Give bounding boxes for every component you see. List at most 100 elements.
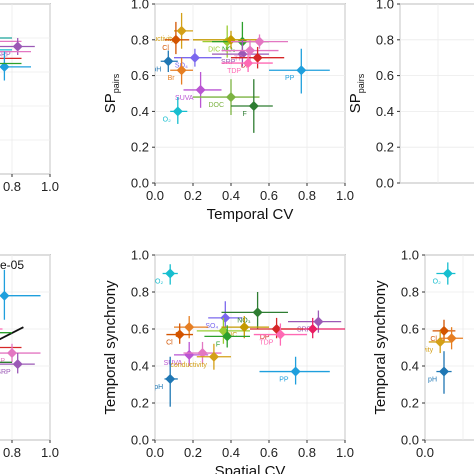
y-tick-label: 0.8 xyxy=(401,285,419,300)
data-point-label: DOC xyxy=(208,102,224,109)
data-point-diamond xyxy=(165,373,176,384)
y-tick-label: 0.2 xyxy=(131,396,149,411)
panel-top-left: 0.00.20.40.60.81.0CVSRPO₂TPDPPP xyxy=(0,3,59,194)
data-point-diamond xyxy=(239,322,250,333)
x-tick-label: 1.0 xyxy=(41,179,59,194)
points-layer: conductivityClDICNO₃SO₄SRPTPDPTDPpHBrPPS… xyxy=(152,12,330,133)
plot-area xyxy=(0,3,51,175)
data-point-label: DP xyxy=(241,63,251,70)
x-tick-label: 1.0 xyxy=(41,445,59,460)
data-point-label: SUVA xyxy=(175,95,194,102)
data-point-diamond xyxy=(226,92,236,103)
data-point-diamond xyxy=(197,348,208,359)
x-axis-label: Temporal CV xyxy=(207,206,294,223)
data-point-diamond xyxy=(189,52,200,63)
data-point-diamond xyxy=(254,36,265,47)
y-tick-label: 1.0 xyxy=(131,248,149,263)
data-point-diamond xyxy=(442,268,453,279)
y-axis-label-main: SP xyxy=(102,93,119,113)
y-tick-label: 0.6 xyxy=(401,322,419,337)
data-point-label: SRP xyxy=(297,327,312,334)
y-tick-label: 0.6 xyxy=(376,68,394,83)
data-point-diamond xyxy=(222,331,233,342)
data-point-label: Br xyxy=(168,75,176,82)
x-tick-label: 0.8 xyxy=(298,188,316,203)
data-point-diamond xyxy=(439,366,449,377)
data-point-label: conductivity xyxy=(397,347,434,354)
x-tick-label: 0.0 xyxy=(416,445,434,460)
y-axis-label: SPpairs xyxy=(347,73,366,113)
y-tick-label: 0.2 xyxy=(376,140,394,155)
y-axis-label-main: Temporal synchrony xyxy=(102,280,119,415)
y-axis-label-main: SP xyxy=(347,93,364,113)
x-tick-label: 0.6 xyxy=(260,188,278,203)
data-point-label: DP xyxy=(0,358,5,365)
data-point-label: conductivity xyxy=(170,362,207,369)
x-tick-label: 0.6 xyxy=(260,445,278,460)
y-axis-label: SPpairs xyxy=(102,73,121,113)
data-point-diamond xyxy=(184,322,195,333)
x-tick-label: 0.8 xyxy=(3,179,21,194)
data-point-label: Cl xyxy=(430,336,437,343)
data-point-diamond xyxy=(12,41,23,52)
panel-bottom-right: 0.00.0 0.2 0.4 0.6 0.8 1.0 Temporal synchrony O… xyxy=(372,248,474,460)
data-point-diamond xyxy=(7,348,17,359)
data-point-diamond xyxy=(248,101,259,112)
y-axis-label-subscript: pairs xyxy=(356,73,366,93)
y-tick-label: 0.4 xyxy=(131,359,149,374)
y-tick-label: 0.4 xyxy=(401,359,419,374)
x-tick-label: 0.2 xyxy=(184,445,202,460)
data-point-label: F xyxy=(243,111,247,118)
x-tick-label: 1.0 xyxy=(336,188,354,203)
y-axis-label-subscript: pairs xyxy=(111,73,121,93)
data-point-diamond xyxy=(252,52,263,63)
y-tick-label: 1.0 xyxy=(131,0,149,12)
data-point-diamond xyxy=(208,351,219,362)
y-tick-label: 0.4 xyxy=(131,104,149,119)
data-point-diamond xyxy=(12,359,23,370)
x-tick-label: 0.0 xyxy=(146,188,164,203)
points-layer: O₂ Cl conductivity pH xyxy=(397,262,463,394)
data-point-diamond xyxy=(226,34,236,45)
data-point-diamond xyxy=(176,65,187,76)
data-point-diamond xyxy=(237,49,248,60)
data-point-label: SRP xyxy=(0,369,11,376)
data-point-diamond xyxy=(307,324,318,334)
data-point-diamond xyxy=(170,34,181,45)
data-point-label: PP xyxy=(285,75,295,82)
x-tick-label: 0.4 xyxy=(222,445,240,460)
data-point-label: SUVA xyxy=(164,360,183,367)
data-point-diamond xyxy=(243,58,254,69)
points-layer: O₂SO₄NO₃SRPBrClDICFDPTDPSUVAconductivity… xyxy=(155,264,345,407)
data-point-diamond xyxy=(174,329,185,340)
data-point-diamond xyxy=(435,336,446,347)
y-tick-label: 0.4 xyxy=(376,104,394,119)
plot-area xyxy=(154,3,346,184)
data-point-label: TDP xyxy=(227,68,241,75)
data-point-label: pH xyxy=(152,66,161,73)
y-tick-label: 1.0 xyxy=(376,0,394,12)
data-point-label: O₂ xyxy=(163,116,171,123)
data-point-label: Cl xyxy=(166,340,173,347)
panel-bottom-left: 0.00.20.40.60.81.0CVPPTDDPNO₃SRPe-05 xyxy=(0,254,59,460)
panel-top-middle: 0.0 0.2 0.4 0.6 0.8 1.0 0.0 0.2 0.4 0.6 0.8 1.0 Temp… xyxy=(102,0,354,223)
panel-top-right: 0.00.20.40.60.81.0TSPpairs xyxy=(347,0,474,191)
y-tick-label: 0.0 xyxy=(401,433,419,448)
panel-bottom-middle: 0.0 0.2 0.4 0.6 0.8 1.0 0.0 0.2 0.4 0.6 0.8 1.0 Spat… xyxy=(102,248,354,474)
data-point-diamond xyxy=(275,329,286,340)
y-tick-label: 1.0 xyxy=(401,248,419,263)
plot-area xyxy=(424,254,474,441)
x-axis-label: Spatial CV xyxy=(215,463,286,474)
data-point-diamond xyxy=(439,325,449,336)
data-point-diamond xyxy=(165,268,176,279)
x-tick-label: 1.0 xyxy=(336,445,354,460)
data-point-diamond xyxy=(252,307,263,318)
data-point-label: O₂ xyxy=(433,279,441,286)
data-point-label: PP xyxy=(279,377,289,384)
data-point-diamond xyxy=(245,45,255,56)
y-tick-label: 0.2 xyxy=(401,396,419,411)
x-tick-label: 0.8 xyxy=(3,445,21,460)
y-tick-label: 0.0 xyxy=(131,176,149,191)
data-point-diamond xyxy=(163,56,174,67)
